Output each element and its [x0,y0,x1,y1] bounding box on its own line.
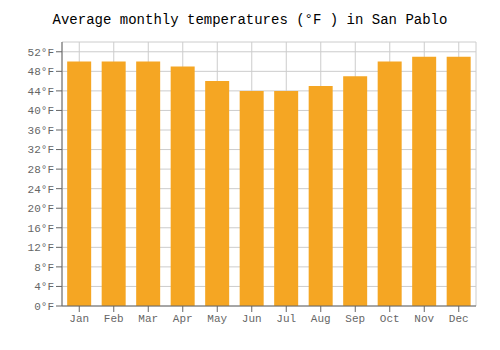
svg-text:Mar: Mar [138,313,158,325]
svg-text:52°F: 52°F [28,47,54,59]
svg-text:Feb: Feb [104,313,124,325]
svg-text:16°F: 16°F [28,223,54,235]
svg-text:48°F: 48°F [28,66,54,78]
svg-text:Dec: Dec [449,313,469,325]
svg-text:20°F: 20°F [28,203,54,215]
svg-text:Jul: Jul [276,313,296,325]
svg-text:24°F: 24°F [28,184,54,196]
html-text:Average monthly temperatures (: Average monthly temperatures (°F ) in Sa… [52,12,448,28]
svg-text:Aug: Aug [311,313,331,325]
svg-text:12°F: 12°F [28,242,54,254]
svg-text:40°F: 40°F [28,105,54,117]
svg-text:4°F: 4°F [34,281,54,293]
svg-text:36°F: 36°F [28,125,54,137]
svg-text:32°F: 32°F [28,144,54,156]
svg-text:May: May [207,313,227,325]
svg-text:8°F: 8°F [34,262,54,274]
svg-text:Jan: Jan [69,313,89,325]
svg-text:0°F: 0°F [34,301,54,313]
svg-text:Sep: Sep [345,313,365,325]
svg-text:Oct: Oct [380,313,400,325]
svg-text:Apr: Apr [173,313,193,325]
svg-text:Jun: Jun [242,313,262,325]
svg-text:Nov: Nov [414,313,434,325]
svg-text:28°F: 28°F [28,164,54,176]
svg-text:44°F: 44°F [28,86,54,98]
